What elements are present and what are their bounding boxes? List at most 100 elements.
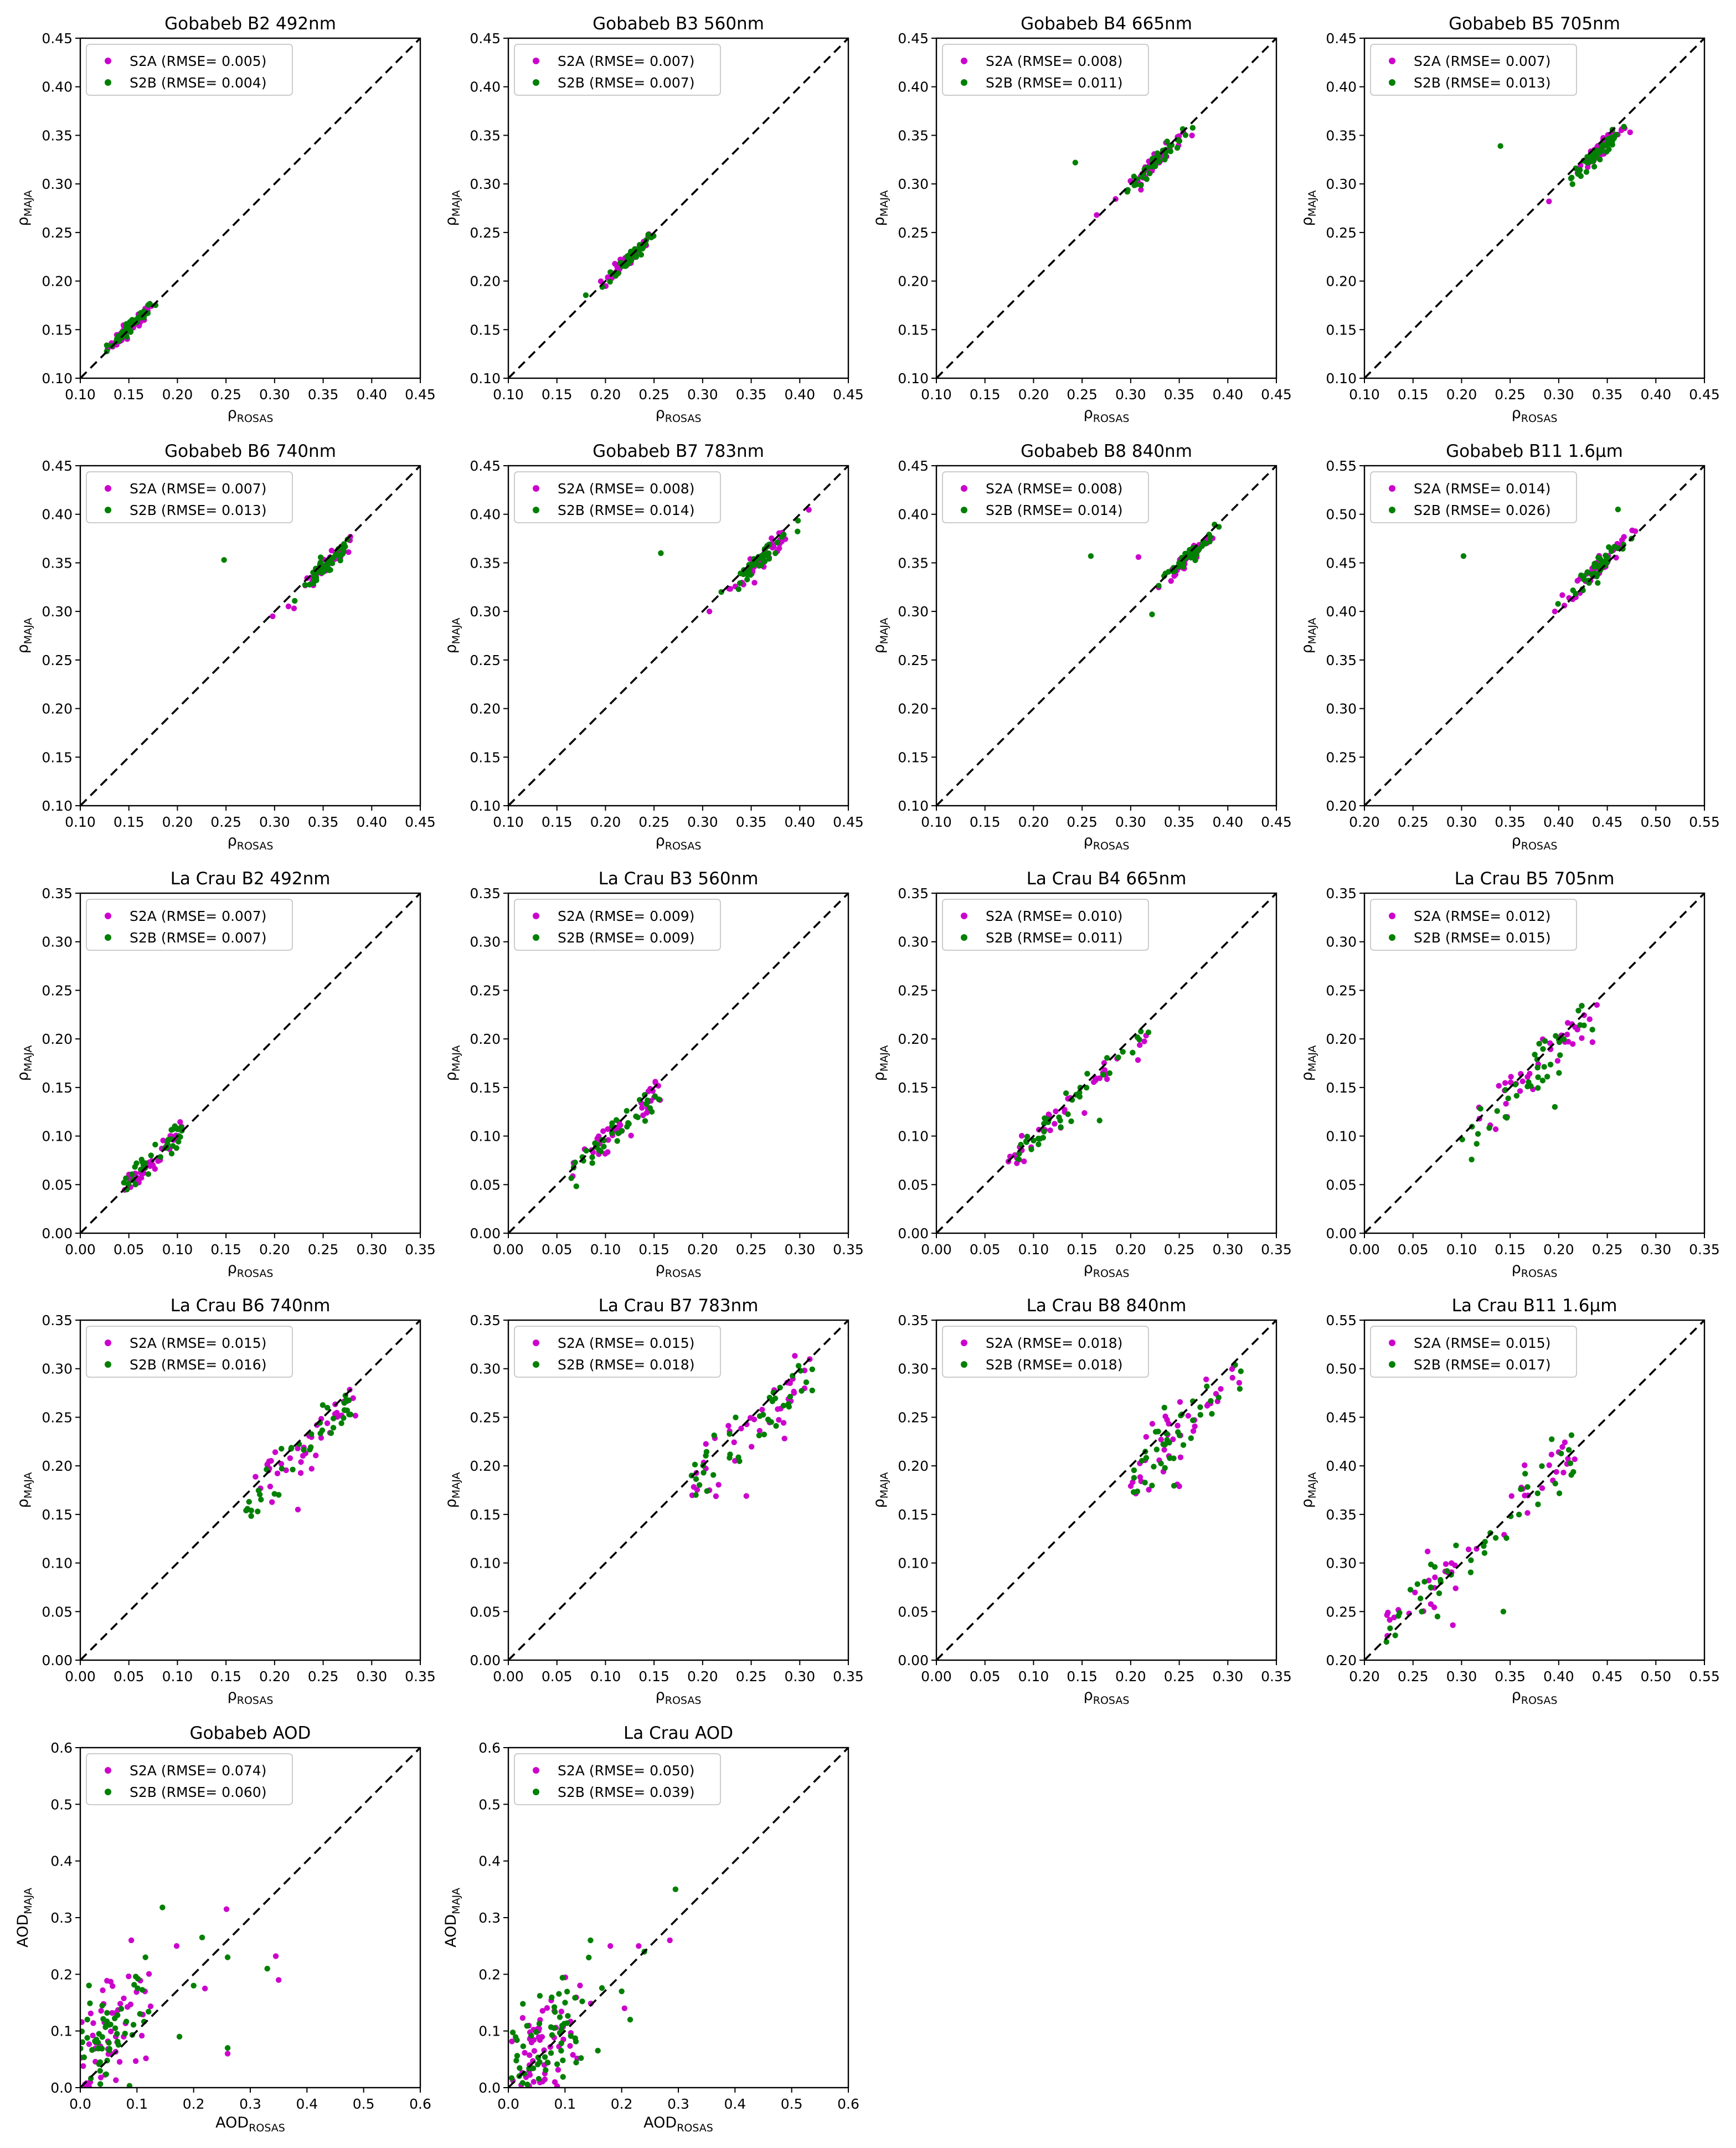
legend-marker-s2a xyxy=(105,1340,111,1346)
point-s2b xyxy=(761,1431,767,1438)
x-tick-label: 0.40 xyxy=(356,814,387,830)
points xyxy=(508,1886,679,2088)
x-axis-label: ρROSAS xyxy=(228,405,274,425)
point-s2a xyxy=(80,2063,86,2069)
x-tick-label: 0.05 xyxy=(542,1668,573,1685)
point-s2a xyxy=(253,1474,259,1480)
x-tick-label: 0.25 xyxy=(736,1668,767,1685)
x-tick-label: 0.10 xyxy=(493,387,524,403)
panel-16: La Crau B11 1.6μm 0.200.20 0.25 0.25 0.30 0.3… xyxy=(1299,1296,1720,1707)
point-s2b xyxy=(342,1407,348,1414)
point-s2b xyxy=(346,1397,352,1403)
point-s2b xyxy=(700,1470,707,1476)
point-s2b xyxy=(1125,187,1131,193)
point-s2b xyxy=(317,559,324,566)
point-s2b xyxy=(148,1152,154,1158)
x-tick-label: 0.30 xyxy=(1543,387,1574,403)
point-s2b xyxy=(1431,1564,1438,1570)
point-s2b xyxy=(131,1982,137,1988)
x-tick-label: 0.40 xyxy=(1212,814,1243,830)
point-s2b xyxy=(1534,1064,1541,1071)
point-s2b xyxy=(627,2017,633,2023)
x-tick-label: 0.00 xyxy=(65,1242,96,1258)
point-s2a xyxy=(223,1906,230,1912)
point-s2b xyxy=(619,1128,625,1134)
point-s2a xyxy=(270,613,276,620)
y-tick-label: 0.45 xyxy=(42,30,73,47)
y-tick-label: 0.30 xyxy=(470,604,501,620)
point-s2a xyxy=(1192,1423,1198,1430)
point-s2b xyxy=(96,2031,102,2037)
point-s2a xyxy=(640,1112,646,1119)
point-s2b xyxy=(583,1147,589,1154)
point-s2b xyxy=(133,1160,140,1166)
point-s2b xyxy=(1149,611,1155,617)
point-s2a xyxy=(86,2084,92,2088)
point-s2a xyxy=(600,1128,606,1134)
x-tick-label: 0.05 xyxy=(970,1242,1001,1258)
point-s2b xyxy=(106,2022,112,2028)
point-s2b xyxy=(1570,587,1576,594)
x-tick-label: 0.30 xyxy=(784,1668,815,1685)
point-s2a xyxy=(1185,1413,1192,1419)
x-tick-label: 0.25 xyxy=(1067,814,1098,830)
x-tick-label: 0.20 xyxy=(1115,1242,1146,1258)
point-s2a xyxy=(694,1487,700,1493)
point-s2a xyxy=(272,1953,279,1959)
point-s2b xyxy=(1481,1543,1487,1549)
point-s2a xyxy=(117,2001,123,2007)
point-s2b xyxy=(1189,125,1196,131)
point-s2b xyxy=(1115,1054,1121,1060)
point-s2b xyxy=(137,2011,143,2017)
point-s2a xyxy=(636,1943,642,1949)
legend-box xyxy=(86,1753,293,1805)
point-s2b xyxy=(258,1496,264,1503)
plot-frame xyxy=(935,1319,1277,1661)
panel-18: La Crau AOD 0.00.0 0.1 0.1 0.2 0.2 0.3 0.3 0.4 0.… xyxy=(442,1723,859,2134)
y-tick-label: 0.45 xyxy=(1326,555,1357,571)
legend-marker-s2b xyxy=(1389,934,1395,941)
x-tick-label: 0.25 xyxy=(1164,1242,1195,1258)
point-s2b xyxy=(1041,1129,1047,1135)
point-s2a xyxy=(1384,1632,1390,1639)
point-s2a xyxy=(224,2051,231,2057)
x-tick-label: 0.10 xyxy=(590,1668,621,1685)
y-tick-label: 0.35 xyxy=(1326,885,1357,902)
y-tick-label: 0.20 xyxy=(42,701,73,717)
x-axis-label: ρROSAS xyxy=(1512,1260,1558,1280)
point-s2b xyxy=(599,1985,605,1991)
x-tick-label: 0.10 xyxy=(590,1242,621,1258)
x-tick-label: 0.30 xyxy=(1640,1242,1671,1258)
point-s2b xyxy=(324,1405,331,1411)
legend-marker-s2a xyxy=(1389,1340,1395,1346)
plot-frame xyxy=(79,37,421,379)
legend-marker-s2a xyxy=(961,485,967,492)
point-s2b xyxy=(589,1160,595,1166)
legend: S2A (RMSE= 0.012) S2B (RMSE= 0.015) xyxy=(1370,899,1577,951)
legend-entry-s2a: S2A (RMSE= 0.007) xyxy=(130,908,266,924)
point-s2b xyxy=(612,273,619,279)
point-s2b xyxy=(583,292,589,298)
point-s2b xyxy=(1180,1442,1187,1448)
identity-line xyxy=(1364,1320,1704,1660)
point-s2a xyxy=(110,1983,116,1989)
y-tick-label: 0.45 xyxy=(898,30,929,47)
x-axis-label: ρROSAS xyxy=(1512,1687,1558,1707)
y-tick-label: 0.40 xyxy=(898,507,929,523)
point-s2b xyxy=(1028,1146,1034,1152)
point-s2b xyxy=(619,1988,625,1995)
point-s2b xyxy=(652,1093,658,1099)
point-s2b xyxy=(736,580,743,586)
point-s2a xyxy=(80,2019,85,2025)
point-s2a xyxy=(1546,1462,1552,1469)
y-tick-label: 0.5 xyxy=(50,1796,73,1812)
point-s2a xyxy=(268,1457,274,1464)
point-s2b xyxy=(176,1139,182,1145)
point-s2b xyxy=(1162,1465,1168,1471)
plot-frame xyxy=(507,892,849,1234)
point-s2b xyxy=(744,571,750,578)
point-s2b xyxy=(1428,1584,1434,1590)
point-s2b xyxy=(648,234,655,241)
x-tick-label: 0.40 xyxy=(1543,1668,1574,1685)
points xyxy=(1497,123,1633,204)
